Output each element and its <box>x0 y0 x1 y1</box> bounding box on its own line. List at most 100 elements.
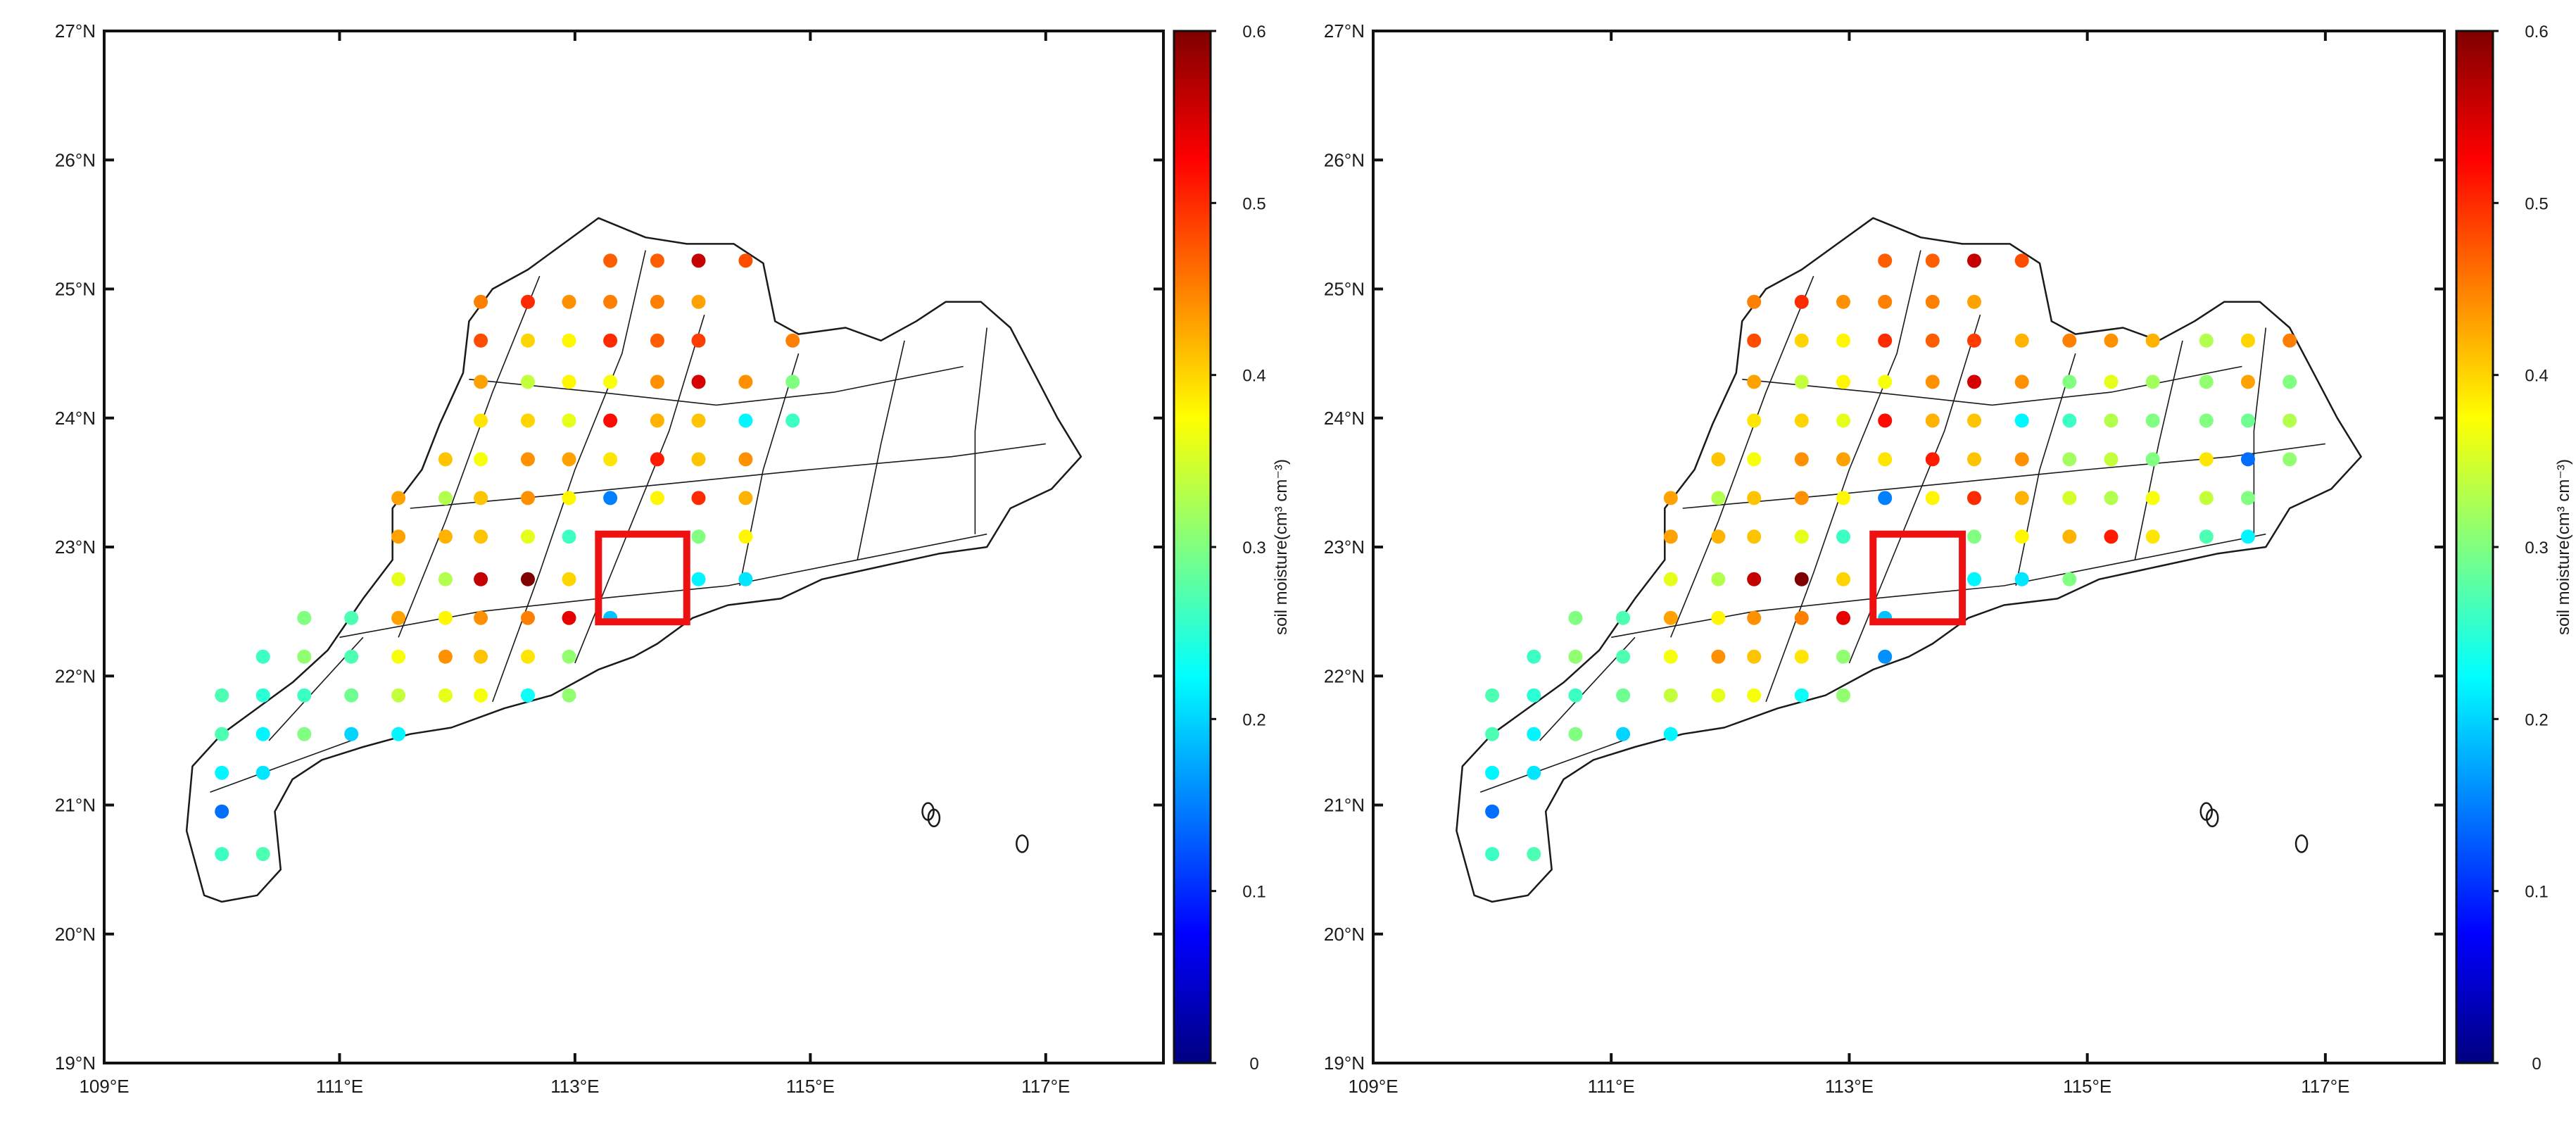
soil-moisture-point <box>2145 333 2160 348</box>
soil-moisture-point <box>603 491 618 505</box>
soil-moisture-point <box>521 649 535 664</box>
soil-moisture-point <box>1967 572 1981 586</box>
soil-moisture-point <box>1967 253 1981 268</box>
soil-moisture-point <box>1747 375 1762 389</box>
soil-moisture-point <box>1878 413 1893 428</box>
soil-moisture-point <box>1527 688 1541 703</box>
soil-moisture-point <box>474 529 488 544</box>
soil-moisture-points <box>215 253 800 862</box>
soil-moisture-point <box>1925 375 1940 389</box>
soil-moisture-point <box>691 294 706 309</box>
soil-moisture-point <box>562 491 576 505</box>
soil-moisture-point <box>438 649 453 664</box>
soil-moisture-point <box>297 649 312 664</box>
soil-moisture-point <box>2199 333 2214 348</box>
colorbar-tick-label: 0.4 <box>2525 367 2548 386</box>
soil-moisture-point <box>1794 491 1809 505</box>
soil-moisture-point <box>1663 572 1678 586</box>
soil-moisture-point <box>2062 452 2077 467</box>
soil-moisture-point <box>255 765 270 780</box>
y-tick-label: 21°N <box>55 795 96 816</box>
colorbar-tick-label: 0 <box>1249 1055 1258 1074</box>
county-boundary <box>974 327 987 534</box>
county-boundary <box>1479 740 1624 793</box>
soil-moisture-point <box>344 649 359 664</box>
soil-moisture-point <box>691 529 706 544</box>
county-boundary <box>1670 275 1814 638</box>
soil-moisture-point <box>344 688 359 703</box>
colorbar-tick-label: 0.1 <box>2525 883 2548 902</box>
y-tick-label: 25°N <box>1324 279 1365 300</box>
soil-moisture-point <box>562 529 576 544</box>
colorbar-label: soil moisture(cm³ cm⁻³) <box>2554 459 2573 635</box>
soil-moisture-point <box>474 375 488 389</box>
colorbar-tick-label: 0.5 <box>2525 194 2548 213</box>
soil-moisture-point <box>1878 491 1893 505</box>
soil-moisture-point <box>738 452 753 467</box>
soil-moisture-point <box>1711 649 1726 664</box>
soil-moisture-point <box>738 529 753 544</box>
soil-moisture-point <box>1836 610 1850 625</box>
soil-moisture-point <box>738 491 753 505</box>
y-tick-label: 22°N <box>1324 665 1365 686</box>
soil-moisture-point <box>2145 452 2160 467</box>
soil-moisture-point <box>1568 727 1583 741</box>
soil-moisture-point <box>1925 413 1940 428</box>
island-outline <box>2205 808 2219 828</box>
study-area-box <box>595 530 690 626</box>
soil-moisture-point <box>562 649 576 664</box>
soil-moisture-point <box>2283 413 2297 428</box>
soil-moisture-point <box>1967 294 1981 309</box>
soil-moisture-point <box>2199 491 2214 505</box>
county-boundary <box>398 275 541 638</box>
soil-moisture-point <box>391 688 406 703</box>
soil-moisture-point <box>1878 375 1893 389</box>
soil-moisture-point <box>1878 452 1893 467</box>
soil-moisture-point <box>2145 529 2160 544</box>
county-boundary <box>857 340 905 560</box>
soil-moisture-point <box>474 688 488 703</box>
soil-moisture-point <box>1485 847 1500 862</box>
soil-moisture-point <box>521 688 535 703</box>
soil-moisture-point <box>1836 529 1850 544</box>
soil-moisture-point <box>1485 688 1500 703</box>
soil-moisture-point <box>2199 529 2214 544</box>
soil-moisture-point <box>391 610 406 625</box>
soil-moisture-point <box>2241 452 2255 467</box>
soil-moisture-point <box>2283 452 2297 467</box>
county-boundary <box>739 353 800 586</box>
soil-moisture-point <box>1794 452 1809 467</box>
county-boundary <box>2015 353 2076 586</box>
y-tick-label: 23°N <box>55 536 96 558</box>
colorbar-gradient <box>2455 30 2494 1064</box>
soil-moisture-point <box>2241 375 2255 389</box>
soil-moisture-point <box>2104 491 2119 505</box>
county-boundary <box>1611 533 2266 639</box>
soil-moisture-point <box>2145 413 2160 428</box>
soil-moisture-point <box>562 688 576 703</box>
soil-moisture-point <box>2014 375 2029 389</box>
island-outline <box>927 808 941 828</box>
y-tick-label: 27°N <box>1324 20 1365 42</box>
soil-moisture-point <box>1663 649 1678 664</box>
soil-moisture-point <box>650 413 664 428</box>
soil-moisture-point <box>1794 294 1809 309</box>
soil-moisture-point <box>1485 727 1500 741</box>
soil-moisture-point <box>1527 847 1541 862</box>
soil-moisture-point <box>474 413 488 428</box>
colorbar-gradient <box>1173 30 1212 1064</box>
soil-moisture-point <box>1747 572 1762 586</box>
soil-moisture-point <box>1967 333 1981 348</box>
y-tick-label: 22°N <box>55 665 96 686</box>
soil-moisture-point <box>1711 572 1726 586</box>
soil-moisture-point <box>297 688 312 703</box>
y-tick-label: 27°N <box>55 20 96 42</box>
soil-moisture-point <box>1925 491 1940 505</box>
soil-moisture-point <box>344 727 359 741</box>
soil-moisture-point <box>691 452 706 467</box>
soil-moisture-point <box>521 333 535 348</box>
colorbar: 0 0.1 0.2 0.3 0.4 0.5 0.6 soil moisture(cm³ cm⁻… <box>1173 23 1291 1074</box>
colorbar-tick-label: 0.5 <box>1242 194 1265 213</box>
soil-moisture-point <box>2062 572 2077 586</box>
soil-moisture-point <box>691 333 706 348</box>
